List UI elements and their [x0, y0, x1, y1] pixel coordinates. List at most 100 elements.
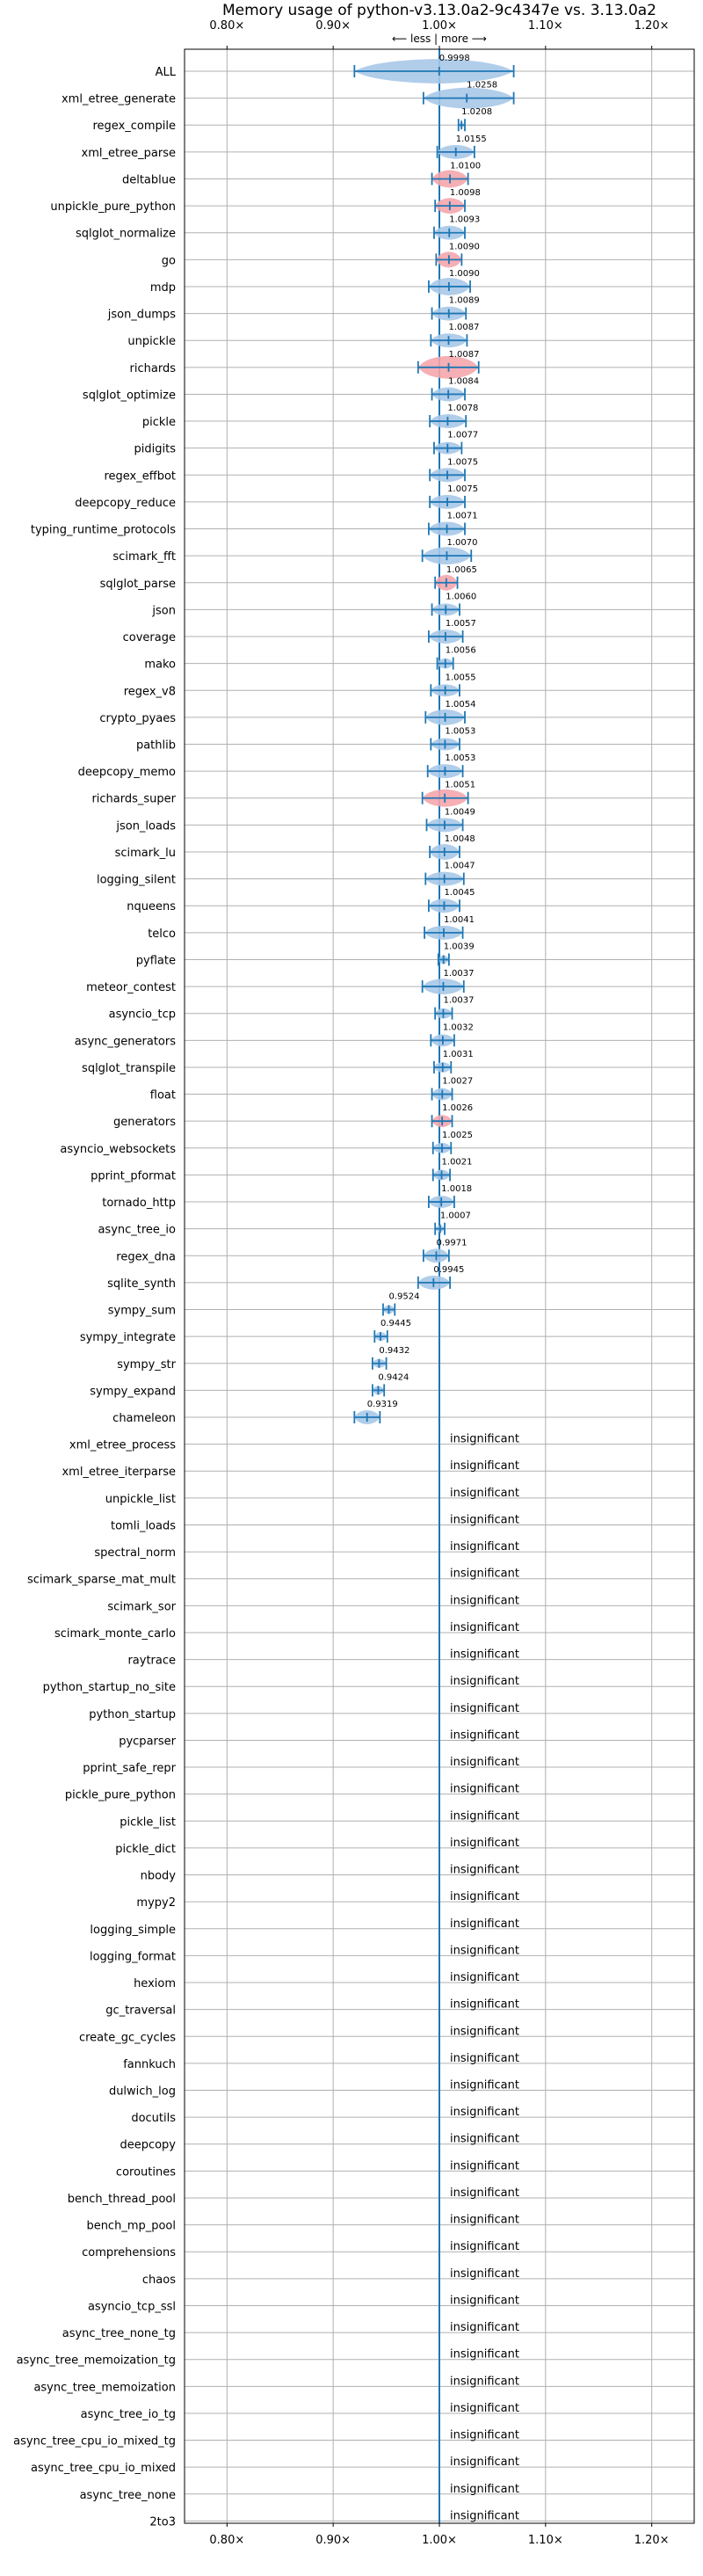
benchmark-name-label: async_tree_cpu_io_mixed — [31, 2462, 176, 2475]
insignificant-label: insignificant — [450, 2402, 519, 2415]
insignificant-label: insignificant — [450, 2267, 519, 2281]
insignificant-label: insignificant — [450, 2456, 519, 2469]
benchmark-name-label: telco — [148, 928, 176, 941]
benchmark-name-label: coroutines — [116, 2165, 176, 2179]
value-label: 0.9424 — [378, 1372, 409, 1382]
benchmark-name-label: pycparser — [119, 1735, 176, 1748]
benchmark-name-label: tornado_http — [102, 1197, 176, 1210]
benchmark-name-label: pickle_list — [120, 1816, 176, 1829]
value-label: 1.0089 — [449, 296, 480, 306]
benchmark-name-label: meteor_contest — [86, 981, 176, 994]
benchmark-name-label: async_tree_cpu_io_mixed_tg — [13, 2435, 176, 2449]
benchmark-name-label: sqlglot_parse — [100, 578, 176, 591]
insignificant-label: insignificant — [450, 1568, 519, 1581]
insignificant-label: insignificant — [450, 2429, 519, 2442]
value-label: 0.9319 — [367, 1400, 398, 1409]
benchmark-name-label: mdp — [150, 281, 176, 295]
benchmark-name-label: bench_mp_pool — [86, 2220, 176, 2233]
x-axis-ticks: 0.80× 0.80× 0.90× 0.90× 1.00× 1.00× 1.10× 1.10×… — [209, 19, 669, 2547]
benchmark-name-label: pathlib — [136, 739, 176, 753]
insignificant-label: insignificant — [450, 1917, 519, 1931]
benchmark-name-label: async_tree_io_tg — [81, 2408, 176, 2421]
insignificant-label: insignificant — [450, 2321, 519, 2334]
benchmark-name-label: create_gc_cycles — [79, 2031, 176, 2044]
benchmark-name-label: regex_effbot — [104, 469, 176, 483]
benchmark-name-label: hexiom — [134, 1977, 176, 1990]
x-tick-label-top: 0.80× — [209, 19, 244, 33]
value-label: 0.9998 — [439, 54, 470, 63]
benchmark-name-label: pidigits — [134, 443, 177, 456]
value-label: 1.0053 — [445, 753, 475, 763]
insignificant-label: insignificant — [450, 2159, 519, 2172]
benchmark-name-label: regex_v8 — [124, 685, 176, 698]
value-label: 1.0025 — [442, 1131, 473, 1140]
value-label: 1.0021 — [442, 1157, 473, 1167]
benchmark-name-label: typing_runtime_protocols — [31, 524, 176, 537]
insignificant-label: insignificant — [450, 2052, 519, 2065]
value-label: 1.0090 — [449, 242, 480, 251]
benchmark-name-label: sqlglot_transpile — [82, 1062, 176, 1075]
chart-title: Memory usage of python-v3.13.0a2-9c4347e… — [222, 2, 656, 19]
benchmark-name-label: comprehensions — [82, 2246, 176, 2259]
value-label: 1.0093 — [449, 215, 480, 225]
insignificant-label: insignificant — [450, 2025, 519, 2038]
benchmark-name-label: asyncio_websockets — [60, 1143, 176, 1156]
insignificant-label: insignificant — [450, 2133, 519, 2146]
insignificant-label: insignificant — [450, 1433, 519, 1446]
insignificant-label: insignificant — [450, 1594, 519, 1607]
insignificant-label: insignificant — [450, 1783, 519, 1796]
value-label: 1.0054 — [446, 700, 476, 709]
benchmark-name-label: pickle_dict — [115, 1843, 176, 1856]
value-label: 1.0084 — [448, 376, 479, 386]
benchmark-name-label: nqueens — [127, 900, 176, 913]
insignificant-label: insignificant — [450, 1648, 519, 1662]
insignificant-label: insignificant — [450, 2106, 519, 2119]
insignificant-label: insignificant — [450, 2079, 519, 2092]
benchmark-name-label: asyncio_tcp — [109, 1008, 176, 1022]
value-label: 1.0071 — [447, 512, 478, 521]
value-label: 1.0087 — [449, 323, 480, 332]
value-label: 0.9945 — [433, 1265, 464, 1275]
benchmark-name-label: regex_compile — [92, 120, 176, 133]
value-label: 1.0065 — [446, 565, 477, 575]
value-label: 1.0077 — [447, 431, 478, 440]
value-label: 1.0027 — [442, 1077, 473, 1087]
value-label: 1.0056 — [446, 646, 476, 656]
value-label: 1.0258 — [467, 81, 497, 91]
value-label: 1.0031 — [443, 1050, 474, 1059]
benchmark-name-label: generators — [113, 1116, 176, 1129]
insignificant-label: insignificant — [450, 1864, 519, 1877]
benchmark-name-label: xml_etree_iterparse — [62, 1466, 176, 1479]
benchmark-name-label: async_tree_none_tg — [62, 2327, 176, 2340]
value-label: 1.0090 — [449, 269, 480, 279]
benchmark-name-label: float — [150, 1089, 176, 1102]
benchmark-name-label: json_loads — [115, 819, 176, 833]
plot-frame — [184, 48, 695, 2524]
insignificant-label: insignificant — [450, 1621, 519, 1634]
value-label: 1.0100 — [450, 161, 481, 171]
benchmark-name-label: json — [151, 604, 176, 617]
insignificant-label: insignificant — [450, 2240, 519, 2253]
insignificant-label: insignificant — [450, 2187, 519, 2200]
value-label: 1.0060 — [446, 592, 476, 601]
benchmark-name-label: unpickle_pure_python — [50, 200, 176, 214]
benchmark-name-label: sympy_integrate — [80, 1331, 176, 1344]
insignificant-label: insignificant — [450, 2375, 519, 2388]
benchmark-name-label: scimark_lu — [115, 847, 176, 860]
value-label: 1.0155 — [456, 135, 487, 144]
x-tick-label-bottom: 0.80× — [209, 2534, 244, 2547]
benchmark-name-label: async_tree_io — [98, 1224, 176, 1237]
insignificant-label: insignificant — [450, 1487, 519, 1500]
insignificant-label: insignificant — [450, 2509, 519, 2522]
x-tick-label-top: 1.10× — [528, 19, 563, 33]
benchmark-name-label: regex_dna — [116, 1250, 176, 1263]
value-label: 1.0078 — [447, 404, 478, 413]
value-label: 0.9971 — [436, 1238, 467, 1248]
insignificant-label: insignificant — [450, 1675, 519, 1688]
insignificant-label: insignificant — [450, 1702, 519, 1715]
value-label: 1.0041 — [444, 915, 475, 925]
x-tick-label-bottom: 1.10× — [528, 2534, 563, 2547]
insignificant-label: insignificant — [450, 1837, 519, 1850]
benchmark-name-label: async_generators — [75, 1035, 177, 1048]
